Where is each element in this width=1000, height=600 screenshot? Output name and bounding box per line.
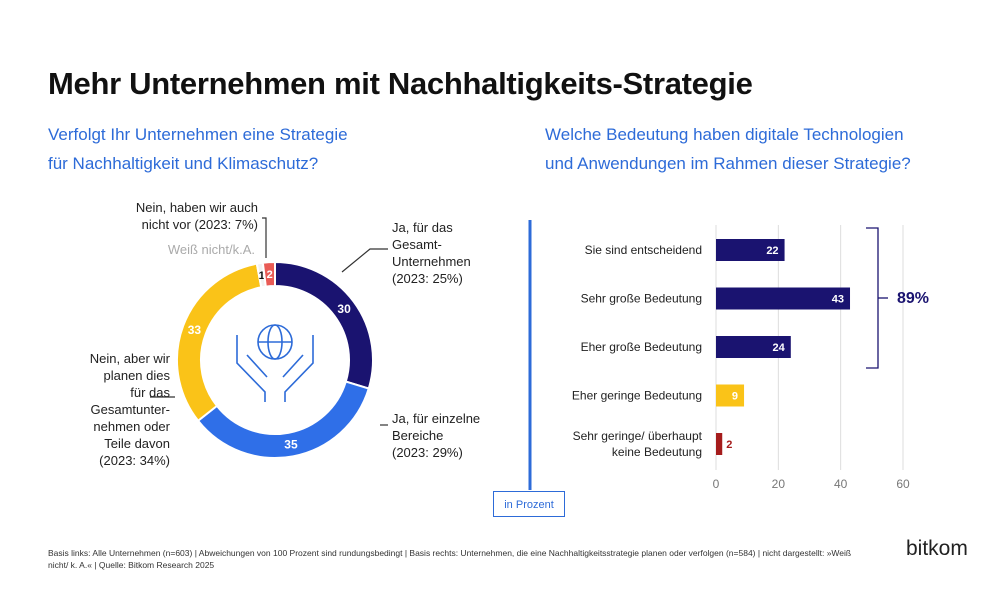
label-ja-gesamt: Gesamt- bbox=[392, 237, 442, 252]
bar-value-label: 43 bbox=[832, 294, 844, 306]
bar-category-label: Eher große Bedeutung bbox=[581, 340, 702, 354]
bar bbox=[716, 433, 723, 455]
bracket bbox=[866, 227, 879, 369]
x-tick-label: 0 bbox=[713, 477, 720, 491]
label-ja-gesamt: (2023: 25%) bbox=[392, 271, 463, 286]
right-question-line: und Anwendungen im Rahmen dieser Strateg… bbox=[545, 154, 911, 173]
left-question: Verfolgt Ihr Unternehmen eine Strategie … bbox=[48, 120, 348, 178]
bracket-total-label: 89% bbox=[897, 290, 929, 307]
left-question-line: für Nachhaltigkeit und Klimaschutz? bbox=[48, 154, 319, 173]
x-tick-label: 40 bbox=[834, 477, 848, 491]
page-title: Mehr Unternehmen mit Nachhaltigkeits-Str… bbox=[48, 66, 753, 101]
label-nein-planen: für das bbox=[130, 385, 170, 400]
right-question-line: Welche Bedeutung haben digitale Technolo… bbox=[545, 125, 904, 144]
footnote: Basis links: Alle Unternehmen (n=603) | … bbox=[48, 548, 852, 570]
label-nein-nicht-vor: Nein, haben wir auch bbox=[136, 200, 258, 215]
slice-value-label: 2 bbox=[267, 269, 273, 281]
donut-slice bbox=[261, 260, 276, 288]
bar-value-label: 2 bbox=[726, 439, 732, 451]
bar bbox=[716, 239, 785, 261]
hand-left-icon bbox=[236, 335, 268, 402]
slice-value-label: 1 bbox=[259, 270, 265, 282]
label-nein-planen: Nein, aber wir bbox=[90, 351, 171, 366]
bar-category-label: Eher geringe Bedeutung bbox=[572, 389, 702, 403]
left-question-line: Verfolgt Ihr Unternehmen eine Strategie bbox=[48, 125, 348, 144]
right-question: Welche Bedeutung haben digitale Technolo… bbox=[545, 120, 911, 178]
bar bbox=[716, 336, 791, 358]
bar-category-label: Sehr geringe/ überhaupt bbox=[573, 429, 703, 443]
label-nein-nicht-vor: nicht vor (2023: 7%) bbox=[142, 217, 258, 232]
bar-category-label: Sehr große Bedeutung bbox=[581, 292, 702, 306]
bar-category-label: Sie sind entscheidend bbox=[585, 243, 702, 257]
label-nein-planen: Teile davon bbox=[104, 436, 170, 451]
label-nein-planen: (2023: 34%) bbox=[99, 453, 170, 468]
label-ja-einzelne: Ja, für einzelne bbox=[392, 411, 480, 426]
bar-value-label: 22 bbox=[766, 245, 778, 257]
label-nein-planen: planen dies bbox=[104, 368, 171, 383]
unit-note: in Prozent bbox=[493, 491, 565, 517]
label-ja-gesamt: Unternehmen bbox=[392, 254, 471, 269]
hand-right-icon bbox=[282, 335, 314, 402]
label-ja-einzelne: Bereiche bbox=[392, 428, 443, 443]
bar-value-label: 24 bbox=[773, 342, 786, 354]
bar bbox=[716, 384, 745, 407]
donut-slice bbox=[176, 262, 263, 423]
label-weiss-nicht: Weiß nicht/k.A. bbox=[168, 242, 255, 257]
bitkom-logo: bitkom bbox=[906, 537, 968, 560]
label-ja-einzelne: (2023: 29%) bbox=[392, 445, 463, 460]
label-nein-planen: nehmen oder bbox=[93, 419, 170, 434]
label-nein-planen: Gesamtunter- bbox=[91, 402, 170, 417]
leader-line bbox=[341, 248, 388, 273]
bar-category-label: keine Bedeutung bbox=[612, 445, 702, 459]
label-ja-gesamt: Ja, für das bbox=[392, 220, 453, 235]
bar bbox=[716, 287, 851, 310]
slice-value-label: 30 bbox=[337, 302, 351, 316]
x-tick-label: 20 bbox=[772, 477, 786, 491]
leader-line bbox=[262, 217, 267, 258]
slice-value-label: 33 bbox=[188, 323, 202, 337]
bar-value-label: 9 bbox=[732, 391, 738, 403]
x-tick-label: 60 bbox=[896, 477, 910, 491]
slice-value-label: 35 bbox=[284, 438, 298, 452]
